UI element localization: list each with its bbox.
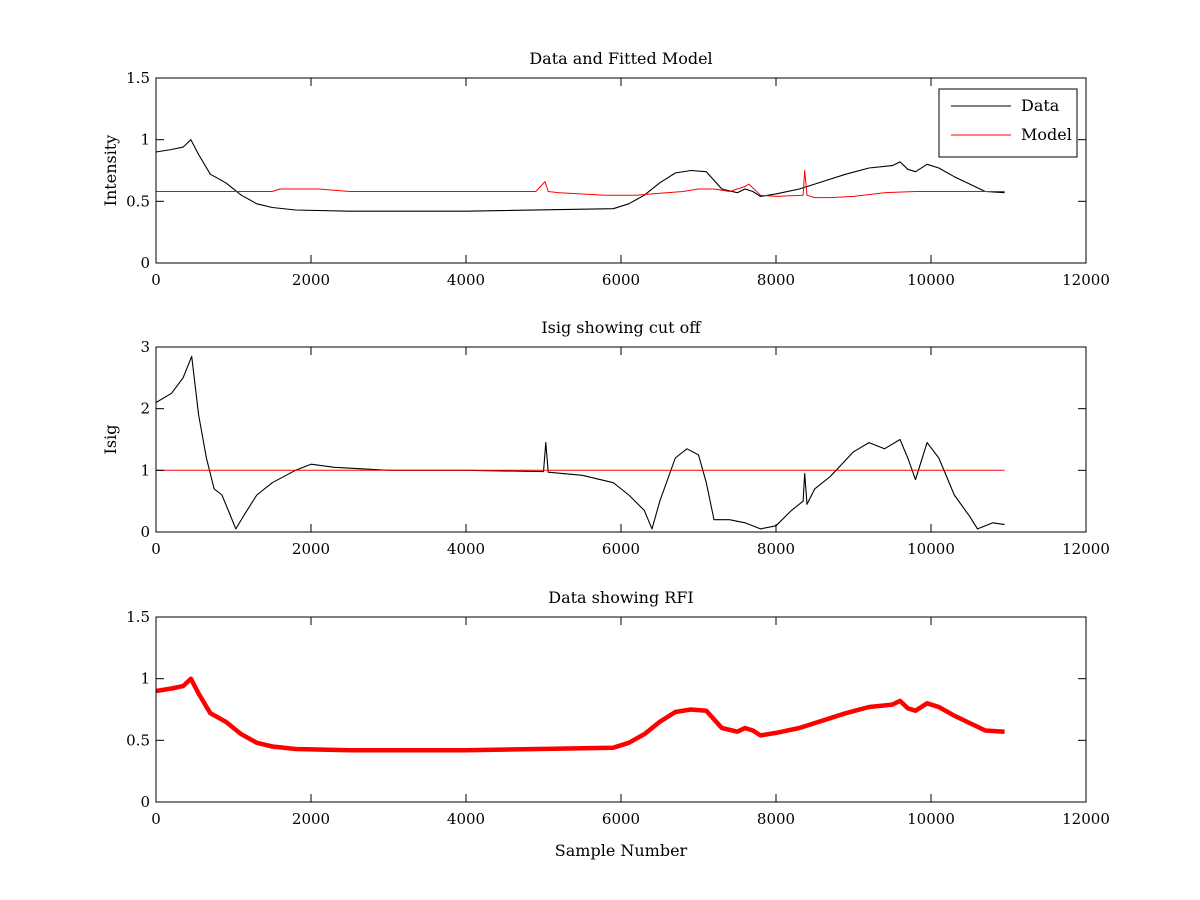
y-tick-label: 1.5: [126, 69, 150, 87]
x-tick-label: 8000: [757, 271, 795, 289]
x-tick-label: 4000: [447, 540, 485, 558]
x-tick-label: 6000: [602, 810, 640, 828]
y-axis-label: Isig: [101, 425, 120, 455]
chart-1: 0 2000 4000 6000 8000 10000 12000 0 0.5 1 1.5 Data …: [101, 49, 1110, 289]
chart-2: 0 2000 4000 6000 8000 10000 12000 0 1 2 3 Isig show…: [101, 318, 1110, 558]
chart-title: Isig showing cut off: [541, 318, 702, 337]
x-tick-label: 6000: [602, 271, 640, 289]
x-tick-label: 0: [151, 810, 161, 828]
x-tick-label: 2000: [292, 271, 330, 289]
legend-label-data: Data: [1021, 96, 1060, 115]
chart-1-series-data: [155, 139, 1005, 212]
x-tick-label: 4000: [447, 271, 485, 289]
x-tick-label: 12000: [1062, 271, 1110, 289]
y-tick-label: 1.5: [126, 608, 150, 626]
x-tick-label: 12000: [1062, 810, 1110, 828]
y-tick-label: 1: [140, 670, 150, 688]
x-tick-label: 12000: [1062, 540, 1110, 558]
x-tick-label: 8000: [757, 810, 795, 828]
x-tick-label: 10000: [907, 540, 955, 558]
y-tick-label: 2: [140, 400, 150, 418]
y-axis-label: Intensity: [101, 135, 120, 207]
y-tick-label: 0: [140, 254, 150, 272]
x-tick-label: 0: [151, 540, 161, 558]
legend: Data Model: [938, 88, 1078, 158]
chart-title: Data and Fitted Model: [529, 49, 712, 68]
x-tick-label: 2000: [292, 810, 330, 828]
y-tick-label: 0: [140, 793, 150, 811]
y-tick-label: 1: [140, 461, 150, 479]
y-tick-label: 3: [140, 338, 150, 356]
x-axis-label: Sample Number: [555, 841, 688, 860]
legend-box: [938, 88, 1078, 158]
x-tick-label: 0: [151, 271, 161, 289]
x-tick-label: 8000: [757, 540, 795, 558]
x-tick-label: 10000: [907, 810, 955, 828]
y-tick-label: 1: [140, 131, 150, 149]
y-tick-label: 0.5: [126, 731, 150, 749]
y-tick-label: 0.5: [126, 192, 150, 210]
chart-2-series-series-1: [155, 355, 1005, 530]
x-tick-label: 6000: [602, 540, 640, 558]
x-tick-label: 4000: [447, 810, 485, 828]
x-tick-label: 10000: [907, 271, 955, 289]
chart-title: Data showing RFI: [548, 588, 693, 607]
chart-3: 0 2000 4000 6000 8000 10000 12000 0 0.5 1 1.5 Data …: [126, 588, 1110, 860]
x-tick-label: 2000: [292, 540, 330, 558]
chart-1-series-model: [156, 170, 1005, 199]
chart-3-series-series-1: [155, 676, 1005, 753]
legend-label-model: Model: [1021, 125, 1072, 144]
y-tick-label: 0: [140, 523, 150, 541]
